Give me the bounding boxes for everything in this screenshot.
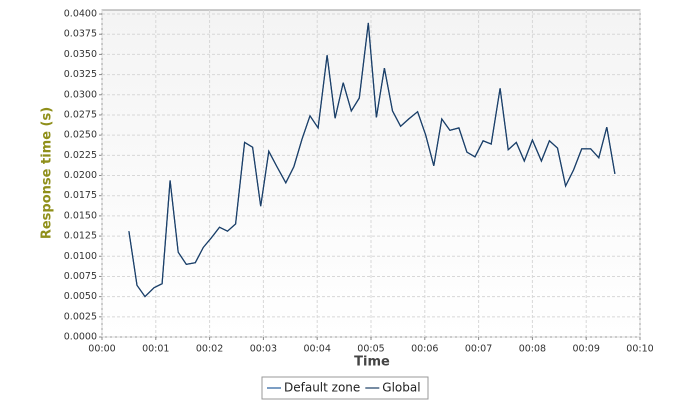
x-tick-label: 00:04 [304, 344, 331, 355]
legend-label: Global [382, 381, 420, 395]
y-tick-label: 0.0050 [64, 291, 97, 302]
series-line [128, 22, 616, 298]
x-tick-label: 00:08 [519, 344, 546, 355]
x-tick-label: 00:00 [88, 344, 115, 355]
y-tick-label: 0.0300 [64, 89, 97, 100]
y-tick-label: 0.0125 [64, 231, 97, 242]
y-tick-label: 0.0025 [64, 311, 97, 322]
x-axis-label: Time [354, 355, 390, 370]
x-tick-label: 00:07 [465, 344, 492, 355]
y-tick-label: 0.0375 [64, 29, 97, 40]
x-tick-label: 00:01 [142, 344, 169, 355]
y-tick-label: 0.0225 [64, 150, 97, 161]
x-tick-label: 00:06 [411, 344, 438, 355]
x-tick-label: 00:02 [196, 344, 223, 355]
x-tick-label: 00:09 [573, 344, 600, 355]
y-tick-label: 0.0350 [64, 49, 97, 60]
legend-label: Default zone [284, 381, 360, 395]
x-tick-label: 00:10 [626, 344, 653, 355]
x-tick-label: 00:03 [250, 344, 277, 355]
y-tick-label: 0.0275 [64, 109, 97, 120]
y-tick-label: 0.0100 [64, 251, 97, 262]
y-tick-label: 0.0325 [64, 69, 97, 80]
x-tick-label: 00:05 [357, 344, 384, 355]
y-tick-label: 0.0150 [64, 210, 97, 221]
y-tick-label: 0.0075 [64, 271, 97, 282]
y-axis-label: Response time (s) [40, 107, 55, 239]
y-tick-label: 0.0200 [64, 170, 97, 181]
y-tick-label: 0.0400 [64, 9, 97, 20]
legend [261, 376, 429, 400]
y-tick-label: 0.0250 [64, 130, 97, 141]
y-tick-label: 0.0175 [64, 190, 97, 201]
y-tick-label: 0.0000 [64, 332, 97, 343]
